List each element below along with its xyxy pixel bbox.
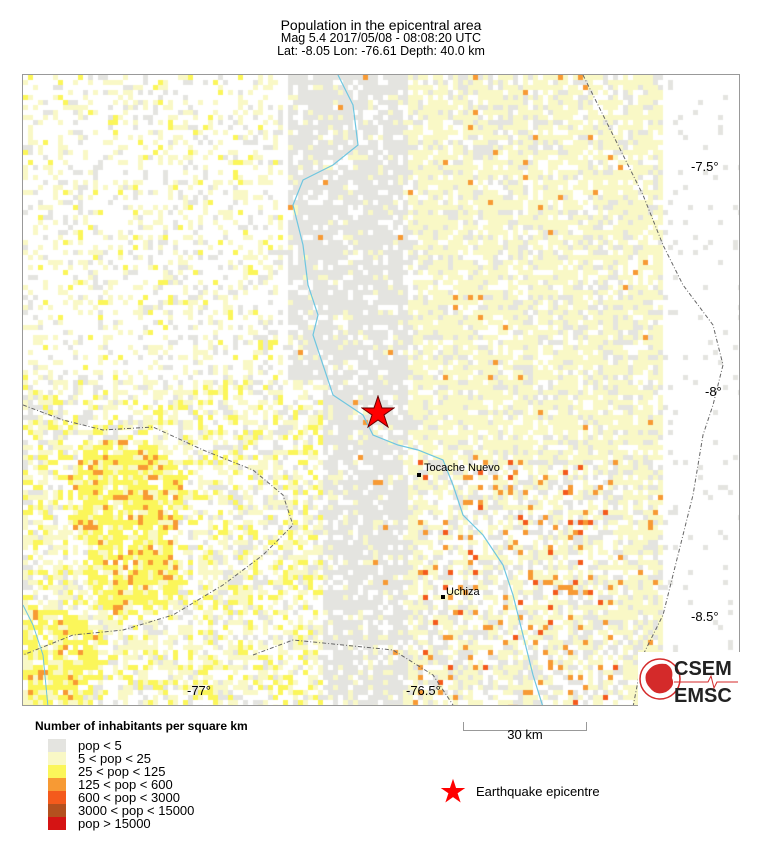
legend-label: 25 < pop < 125: [78, 764, 166, 779]
legend-swatch: [48, 804, 66, 817]
legend-item: 5 < pop < 25: [48, 751, 152, 766]
legend-swatch: [48, 752, 66, 765]
population-map[interactable]: -7.5° -8° -8.5° -77° -76.5° Tocache Nuev…: [22, 74, 740, 706]
river: [292, 75, 544, 705]
legend-swatch: [48, 791, 66, 804]
city-label-uchiza: Uchiza: [446, 586, 480, 598]
legend-swatch: [48, 817, 66, 830]
legend-label: 600 < pop < 3000: [78, 790, 180, 805]
city-marker: [441, 595, 445, 599]
event-info: Mag 5.4 2017/05/08 - 08:08:20 UTC: [280, 31, 482, 45]
population-raster: [23, 75, 739, 705]
red-star-icon[interactable]: [361, 395, 395, 429]
city-label-tocache-nuevo: Tocache Nuevo: [424, 462, 500, 474]
legend-swatch: [48, 739, 66, 752]
lon-label: -77°: [187, 683, 211, 698]
border-line: [252, 639, 454, 705]
legend-swatch: [48, 765, 66, 778]
map-overlay: [23, 75, 724, 705]
border-line: [582, 75, 724, 705]
legend-item: pop < 5: [48, 738, 122, 753]
scale-bar: [463, 722, 587, 731]
legend-item: 600 < pop < 3000: [48, 790, 180, 805]
red-star-icon: [440, 778, 466, 803]
legend-label: pop > 15000: [78, 816, 151, 831]
epicentre-legend: Earthquake epicentre: [440, 778, 600, 804]
legend-swatch: [48, 778, 66, 791]
svg-text:EMSC: EMSC: [674, 685, 732, 706]
lat-label: -7.5°: [691, 159, 719, 174]
svg-text:CSEM: CSEM: [674, 658, 732, 680]
scale-bar-label: 30 km: [507, 727, 543, 742]
river: [23, 604, 49, 705]
legend-item: 3000 < pop < 15000: [48, 803, 195, 818]
legend-item: 25 < pop < 125: [48, 764, 166, 779]
lon-label: -76.5°: [406, 683, 441, 698]
legend-item: 125 < pop < 600: [48, 777, 173, 792]
city-marker: [417, 473, 421, 477]
lat-label: -8°: [705, 384, 722, 399]
legend-label: 125 < pop < 600: [78, 777, 173, 792]
map-title: Population in the epicentral area: [280, 17, 482, 33]
legend-item: pop > 15000: [48, 816, 151, 831]
legend-title: Number of inhabitants per square km: [35, 719, 248, 733]
epicentre-legend-label: Earthquake epicentre: [476, 783, 600, 799]
border-line: [23, 404, 294, 656]
csem-emsc-logo: CSEM EMSC: [638, 652, 740, 707]
legend-label: 5 < pop < 25: [78, 751, 152, 766]
legend-label: 3000 < pop < 15000: [78, 803, 195, 818]
lat-label: -8.5°: [691, 609, 719, 624]
legend-label: pop < 5: [78, 738, 122, 753]
location-info: Lat: -8.05 Lon: -76.61 Depth: 40.0 km: [277, 44, 485, 58]
